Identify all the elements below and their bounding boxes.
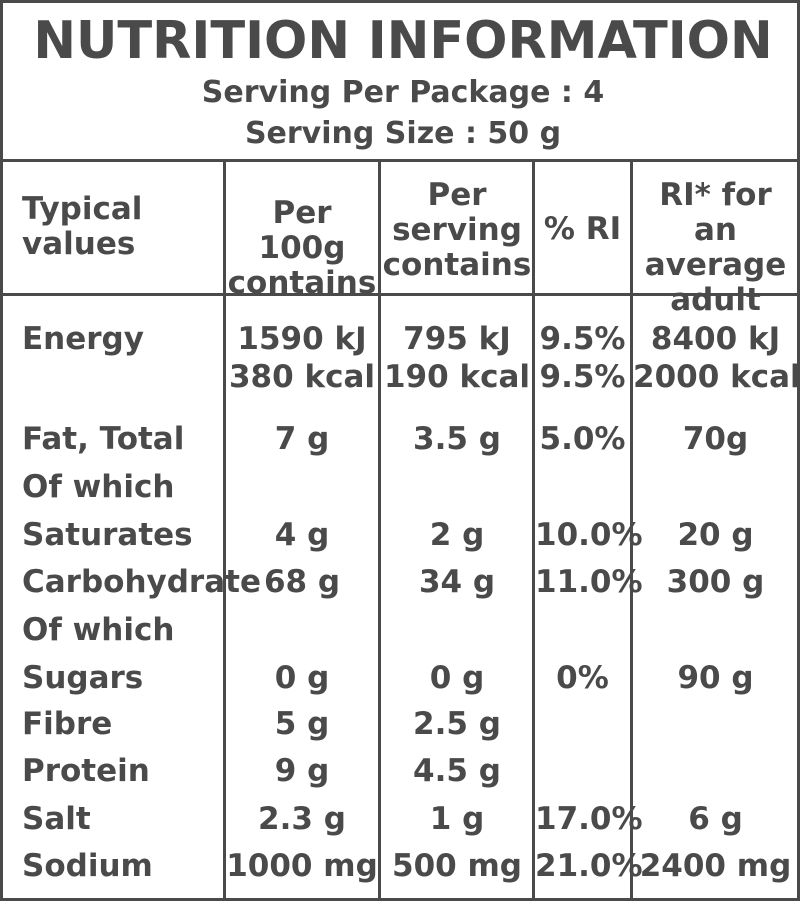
header-line: Per 100g	[258, 195, 346, 266]
header-percent-ri: % RI	[535, 212, 630, 247]
nutrient-name: Energy	[22, 321, 144, 357]
ri-adult-value: 8400 kJ	[650, 321, 781, 357]
per-serving-value: 0 g	[429, 660, 485, 696]
header-line: serving	[392, 212, 522, 248]
nutrient-name: Saturates	[22, 517, 193, 553]
nutrient-name: Fat, Total	[22, 421, 185, 457]
ri-adult-value: 70g	[682, 421, 749, 457]
per-100g-value: 68 g	[263, 564, 341, 600]
per-serving-value: 2 g	[429, 517, 485, 553]
header-line: adult	[670, 282, 761, 318]
nutrient-name: Of which	[22, 612, 175, 648]
header-line: contains	[382, 247, 532, 283]
nutrient-name: Sodium	[22, 848, 153, 884]
per-100g-value: 7 g	[274, 421, 330, 457]
per-serving-value: 2.5 g	[413, 706, 501, 742]
ri-adult-value: 6 g	[688, 801, 743, 837]
header-line: values	[22, 226, 136, 262]
per-100g-value: 4 g	[274, 517, 330, 553]
percent-ri-value: 17.0%	[535, 801, 643, 837]
header-ri-average-adult: RI* for an average adult	[633, 178, 798, 318]
column-divider-3	[532, 159, 535, 901]
per-100g-value: 9 g	[274, 753, 330, 789]
header-line: contains	[227, 265, 377, 301]
divider-under-columns	[0, 293, 800, 296]
ri-adult-value: 2400 mg	[639, 848, 792, 884]
per-100g-value: 380 kcal	[228, 359, 376, 395]
column-divider-1	[223, 159, 226, 901]
per-100g-value: 1000 mg	[226, 848, 378, 884]
per-100g-value: 2.3 g	[258, 801, 346, 837]
per-serving-value: 34 g	[418, 564, 496, 600]
per-100g-value: 0 g	[274, 660, 330, 696]
column-divider-4	[630, 159, 633, 901]
per-serving-value: 190 kcal	[383, 359, 531, 395]
per-serving-value: 4.5 g	[413, 753, 501, 789]
header-line: RI* for an	[659, 177, 772, 248]
percent-ri-value: 11.0%	[535, 564, 643, 600]
per-serving-value: 1 g	[429, 801, 485, 837]
per-100g-value: 1590 kJ	[237, 321, 367, 357]
per-serving-value: 795 kJ	[403, 321, 511, 357]
per-100g-value: 5 g	[274, 706, 330, 742]
percent-ri-value: 21.0%	[535, 848, 643, 884]
servings-per-package: Serving Per Package : 4	[201, 75, 605, 110]
percent-ri-value: 9.5%	[539, 321, 626, 357]
header-line: % RI	[543, 211, 622, 247]
percent-ri-value: 9.5%	[539, 359, 626, 395]
divider-under-header	[0, 159, 800, 162]
nutrient-name: Of which	[22, 469, 175, 505]
header-per-100g: Per 100g contains	[226, 196, 378, 301]
column-divider-2	[378, 159, 381, 901]
header-line: Per	[427, 177, 487, 213]
nutrient-name: Protein	[22, 753, 150, 789]
nutrient-name: Sugars	[22, 660, 144, 696]
header-typical-values: Typical values	[22, 192, 142, 262]
ri-adult-value: 20 g	[677, 517, 754, 553]
header-line: average	[644, 247, 787, 283]
per-serving-value: 3.5 g	[413, 421, 501, 457]
nutrient-name: Fibre	[22, 706, 113, 742]
serving-size: Serving Size : 50 g	[244, 116, 562, 151]
header-per-serving: Per serving contains	[381, 178, 533, 283]
label-title: NUTRITION INFORMATION	[33, 11, 773, 71]
per-serving-value: 500 mg	[392, 848, 522, 884]
nutrient-name: Carbohydrate	[22, 564, 261, 600]
percent-ri-value: 0%	[556, 660, 609, 696]
ri-adult-value: 300 g	[666, 564, 765, 600]
percent-ri-value: 5.0%	[539, 421, 626, 457]
ri-adult-value: 2000 kcal	[633, 359, 800, 395]
ri-adult-value: 90 g	[677, 660, 754, 696]
nutrient-name: Salt	[22, 801, 91, 837]
header-line: Typical	[22, 191, 143, 227]
percent-ri-value: 10.0%	[535, 517, 643, 553]
